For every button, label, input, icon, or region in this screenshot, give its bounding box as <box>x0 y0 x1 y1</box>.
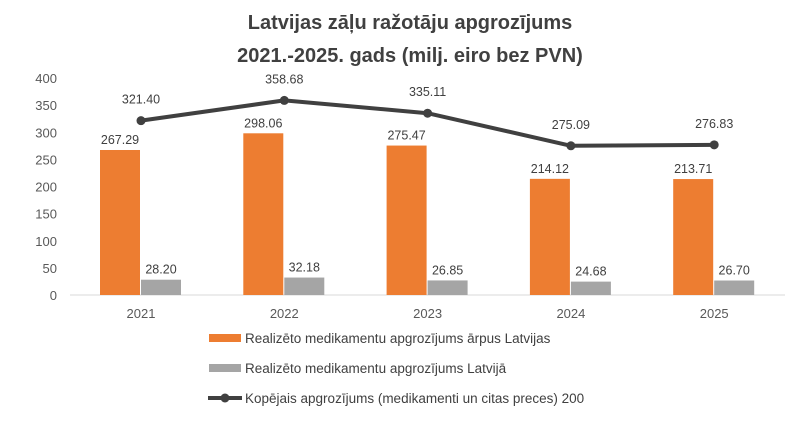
legend-label: Realizēto medikamentu apgrozījums Latvij… <box>245 361 507 376</box>
data-label: 321.40 <box>122 93 160 107</box>
bar-abroad <box>386 145 427 295</box>
bar-latvia <box>714 280 755 295</box>
total-point <box>566 141 576 151</box>
y-tick-label: 400 <box>35 71 57 86</box>
data-label: 335.11 <box>409 85 446 99</box>
data-label: 275.47 <box>387 129 425 143</box>
y-tick-label: 300 <box>35 125 57 140</box>
data-label: 275.09 <box>552 118 590 132</box>
total-point <box>709 140 719 150</box>
data-label: 214.12 <box>531 162 569 176</box>
data-label: 298.06 <box>244 116 282 130</box>
legend-label: Kopējais apgrozījums (medikamenti un cit… <box>245 391 584 406</box>
y-tick-label: 200 <box>35 180 57 195</box>
y-tick-label: 100 <box>35 234 57 249</box>
legend-label: Realizēto medikamentu apgrozījums ārpus … <box>245 331 551 346</box>
y-tick-label: 0 <box>50 288 57 303</box>
x-tick-label: 2025 <box>700 306 729 321</box>
data-label: 358.68 <box>265 72 303 86</box>
bar-latvia <box>284 277 325 295</box>
total-point <box>136 116 146 126</box>
data-label: 32.18 <box>289 261 320 275</box>
total-point <box>423 108 433 118</box>
bar-latvia <box>570 281 611 295</box>
bar-latvia <box>141 279 181 295</box>
bar-abroad <box>100 149 140 295</box>
data-label: 26.85 <box>432 263 463 277</box>
chart-title-line2: 2021.-2025. gads (milj. eiro bez PVN) <box>237 45 583 67</box>
data-label: 213.71 <box>674 162 712 176</box>
legend-swatch-abroad <box>209 334 241 342</box>
data-label: 276.83 <box>695 117 733 131</box>
data-label: 28.20 <box>145 263 176 277</box>
x-tick-label: 2022 <box>270 306 299 321</box>
y-tick-label: 350 <box>35 98 57 113</box>
legend-swatch-latvia <box>209 364 241 372</box>
x-tick-label: 2024 <box>556 306 585 321</box>
bar-abroad <box>529 178 570 295</box>
y-tick-label: 50 <box>43 261 57 276</box>
bar-abroad <box>673 179 714 295</box>
x-tick-label: 2021 <box>127 306 156 321</box>
legend-swatch-total-marker <box>220 393 230 403</box>
x-tick-label: 2023 <box>413 306 442 321</box>
bar-abroad <box>243 133 284 295</box>
total-line <box>140 98 715 148</box>
chart-title-line1: Latvijas zāļu ražotāju apgrozījums <box>248 12 573 34</box>
data-label: 267.29 <box>101 133 139 147</box>
y-tick-label: 250 <box>35 152 57 167</box>
bar-latvia <box>427 280 468 295</box>
data-label: 26.70 <box>719 264 750 278</box>
total-point <box>279 95 289 105</box>
y-tick-label: 150 <box>35 207 57 222</box>
data-label: 24.68 <box>575 265 606 279</box>
